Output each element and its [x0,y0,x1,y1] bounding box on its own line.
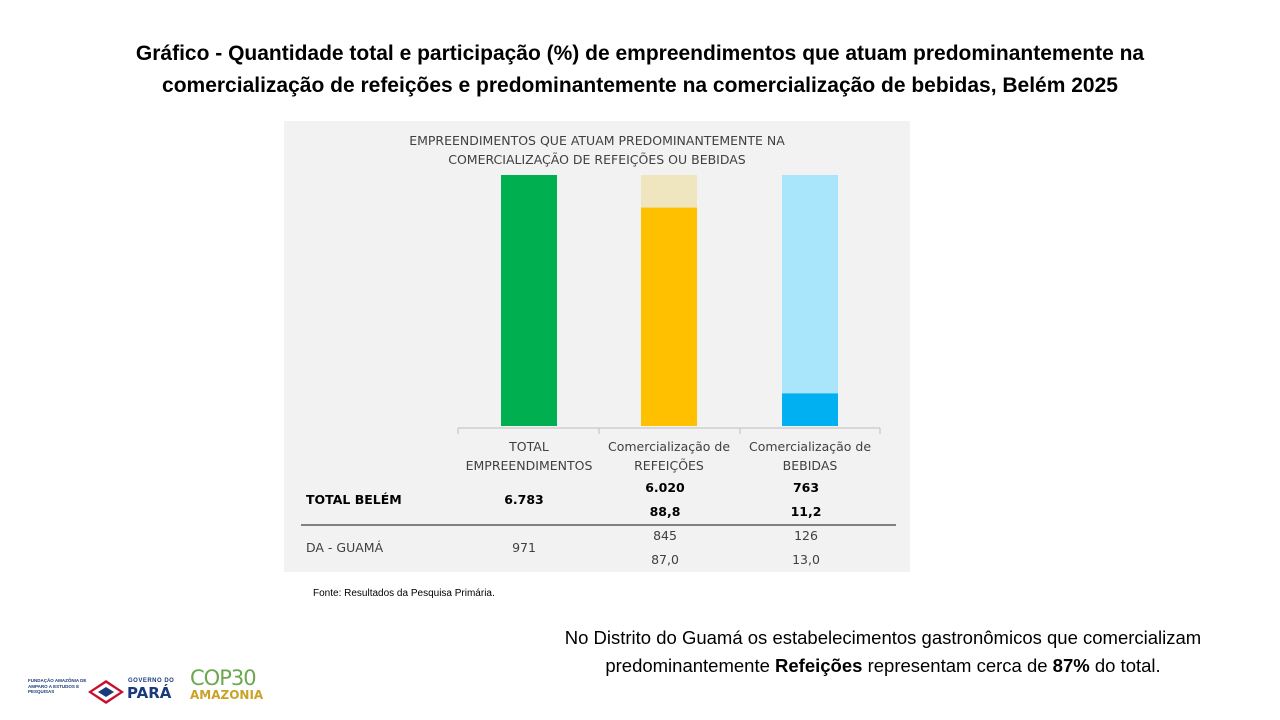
slide-title-line1: Gráfico - Quantidade total e participaçã… [135,42,1145,65]
cop30-logo: COP30 AMAZONIA [190,662,272,716]
table-cell-2-2-2: 87,0 [651,552,679,567]
bar-1 [501,175,557,426]
slide-title-line2: comercialização de refeições e predomina… [162,74,1118,97]
footer-logos: FUNDAÇÃO AMAZÔNIA DE AMPARO A ESTUDOS E … [28,660,278,716]
fapespa-logo: FUNDAÇÃO AMAZÔNIA DE AMPARO A ESTUDOS E … [28,678,87,694]
governo-label: GOVERNO DO [128,678,175,684]
chart-panel: TOTAL EMPREENDIMENTOS Comercialização de RE… [284,121,910,572]
summary-bold-1: Refeições [775,655,863,676]
slide-title: Gráfico - Quantidade total e participaçã… [60,38,1220,102]
bar-background-3 [782,175,838,426]
table-cell-1-2-2: 88,8 [650,504,681,519]
chart-title: EMPREENDIMENTOS QUE ATUAM PREDOMINANTEME… [284,131,910,169]
table-cell-2-3-2: 13,0 [792,552,820,567]
category-label-3-1: Comercialização de [749,439,871,454]
chart-title-line1: EMPREENDIMENTOS QUE ATUAM PREDOMINANTEME… [409,133,785,148]
summary-text-3: do total. [1089,655,1161,676]
table-row-label-1: TOTAL BELÉM [306,492,402,507]
summary-text-1: No Distrito do Guamá os estabelecimentos… [564,627,1202,676]
chart-title-line2: COMERCIALIZAÇÃO DE REFEIÇÕES OU BEBIDAS [448,152,746,167]
table-cell-1-2-1: 6.020 [645,480,685,495]
table-cell-2-1: 971 [512,540,536,555]
summary-text-2: representam cerca de [862,655,1053,676]
table-cell-2-2-1: 845 [653,528,677,543]
table-row-label-2: DA - GUAMÁ [306,540,384,555]
category-label-1-1: TOTAL [508,439,549,454]
bar-3 [782,393,838,426]
summary-bold-2: 87% [1052,655,1090,676]
para-label: PARÁ [127,684,172,702]
bar-2 [641,207,697,426]
category-label-3-2: BEBIDAS [783,458,838,473]
category-label-1-2: EMPREENDIMENTOS [466,458,593,473]
source-note: Fonte: Resultados da Pesquisa Primária. [313,588,495,599]
table-cell-1-1: 6.783 [504,492,544,507]
amazonia-label: AMAZONIA [190,688,264,702]
table-cell-1-3-2: 11,2 [791,504,822,519]
table-cell-1-3-1: 763 [793,480,819,495]
cop30-label: COP30 [190,666,257,690]
category-label-2-2: REFEIÇÕES [634,458,704,473]
para-flag-logo [88,680,124,704]
summary-note: No Distrito do Guamá os estabelecimentos… [520,624,1246,680]
category-label-2-1: Comercialização de [608,439,730,454]
table-cell-2-3-1: 126 [794,528,818,543]
chart-svg: TOTAL EMPREENDIMENTOS Comercialização de RE… [301,175,896,567]
